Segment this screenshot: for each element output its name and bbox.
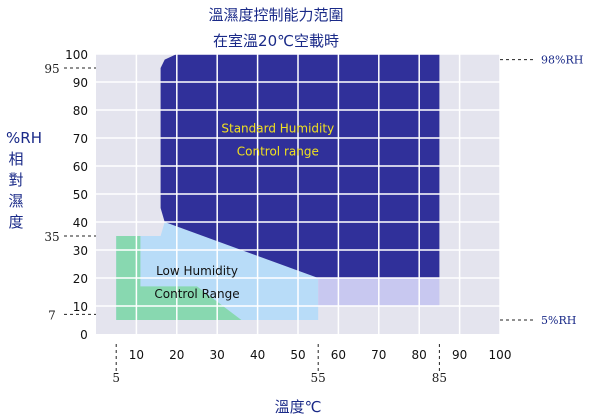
- x-marker-label: 5: [112, 371, 120, 385]
- y-axis-title-char: 相: [8, 150, 23, 168]
- chart-subtitle: 在室溫20℃空載時: [213, 32, 339, 50]
- x-marker-label: 55: [311, 371, 326, 385]
- y-tick-label: 30: [73, 244, 88, 258]
- y-axis-title-char: 濕: [8, 192, 23, 210]
- x-tick-label: 30: [210, 348, 225, 362]
- x-axis-title: 溫度℃: [275, 398, 322, 416]
- right-marker-label: 5%RH: [541, 314, 576, 327]
- y-tick-label: 20: [73, 272, 88, 286]
- y-tick-label: 100: [65, 48, 88, 62]
- y-axis-unit: %RH: [6, 129, 42, 147]
- x-tick-label: 70: [371, 348, 386, 362]
- x-tick-label: 20: [169, 348, 184, 362]
- region-label: Low Humidity: [156, 264, 238, 278]
- x-tick-label: 100: [489, 348, 512, 362]
- x-tick-label: 80: [412, 348, 427, 362]
- x-tick-label: 50: [290, 348, 305, 362]
- right-marker-label: 98%RH: [541, 54, 583, 67]
- y-tick-label: 90: [73, 76, 88, 90]
- y-marker-label: 7: [48, 308, 56, 322]
- x-tick-label: 10: [129, 348, 144, 362]
- y-axis-title-char: 度: [8, 213, 23, 231]
- y-tick-label: 80: [73, 104, 88, 118]
- region-label: Control range: [237, 144, 319, 158]
- y-tick-label: 70: [73, 132, 88, 146]
- chart-title: 溫濕度控制能力范圍: [208, 6, 343, 24]
- x-marker-label: 85: [432, 371, 447, 385]
- y-tick-label: 50: [73, 188, 88, 202]
- y-tick-label: 0: [80, 328, 88, 342]
- y-tick-label: 10: [73, 300, 88, 314]
- y-tick-label: 40: [73, 216, 88, 230]
- y-marker-label: 35: [44, 230, 59, 244]
- region-low-humidity-green-wedge: [116, 236, 242, 320]
- x-tick-label: 40: [250, 348, 265, 362]
- y-axis-title-char: 對: [8, 171, 23, 189]
- region-label: Standard Humidity: [221, 121, 334, 135]
- y-marker-label: 95: [44, 62, 59, 76]
- x-tick-label: 90: [452, 348, 467, 362]
- y-tick-label: 60: [73, 160, 88, 174]
- x-tick-label: 60: [331, 348, 346, 362]
- region-label: Control Range: [154, 287, 239, 301]
